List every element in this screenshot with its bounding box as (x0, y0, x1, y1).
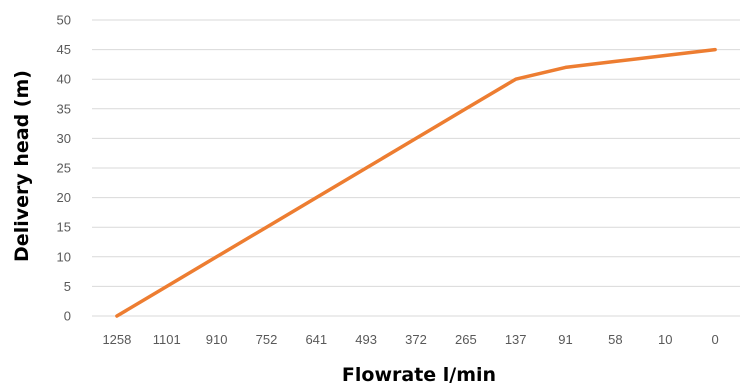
series-line-0 (115, 47, 717, 318)
x-axis-title: Flowrate l/min (342, 364, 496, 386)
x-tick-label: 1101 (153, 332, 181, 347)
x-tick-label: 58 (608, 332, 622, 347)
y-tick-label: 30 (57, 131, 71, 146)
y-tick-label: 50 (57, 13, 71, 28)
y-tick-label: 0 (64, 309, 71, 324)
y-tick-label: 25 (57, 161, 71, 176)
x-tick-label: 752 (256, 332, 278, 347)
x-tick-label: 372 (405, 332, 427, 347)
y-axis-title: Delivery head (m) (11, 70, 33, 262)
y-tick-label: 10 (57, 249, 71, 264)
series-group (115, 47, 717, 318)
y-axis-ticks: 0 5 10 15 20 25 30 35 40 45 50 (57, 13, 71, 324)
x-tick-label: 641 (305, 332, 327, 347)
x-tick-label: 265 (455, 332, 477, 347)
x-tick-label: 493 (355, 332, 377, 347)
x-tick-label: 10 (658, 332, 672, 347)
y-tick-label: 45 (57, 42, 71, 57)
y-tick-label: 20 (57, 190, 71, 205)
y-tick-label: 5 (64, 279, 71, 294)
y-tick-label: 35 (57, 101, 71, 116)
y-tick-label: 15 (57, 220, 71, 235)
x-axis-ticks: 1258 1101 910 752 641 493 372 265 137 91 58 10 0 (102, 332, 718, 347)
x-tick-label: 1258 (102, 332, 131, 347)
x-tick-label: 137 (505, 332, 527, 347)
x-tick-label: 0 (711, 332, 718, 347)
x-tick-label: 91 (558, 332, 572, 347)
x-tick-label: 910 (206, 332, 228, 347)
y-tick-label: 40 (57, 72, 71, 87)
gridlines (92, 19, 740, 317)
